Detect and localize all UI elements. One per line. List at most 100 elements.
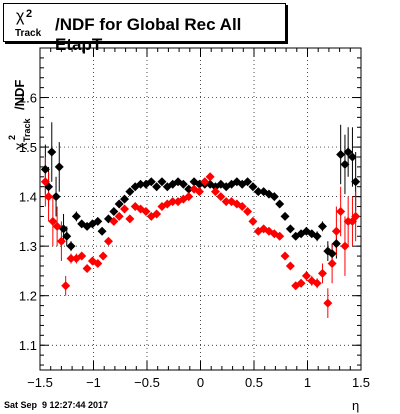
x-tick-label: 1.5 xyxy=(352,375,370,390)
black-data-point xyxy=(47,147,57,157)
red-data-point xyxy=(56,236,66,246)
black-data-point xyxy=(327,249,337,259)
black-data-point xyxy=(253,187,263,197)
black-data-point xyxy=(40,164,50,174)
red-data-point xyxy=(351,211,361,221)
red-data-point xyxy=(109,216,119,226)
red-data-point xyxy=(103,236,113,246)
x-tick-label: −1 xyxy=(86,375,101,390)
black-data-point xyxy=(178,179,188,189)
y-tick-label: 1.3 xyxy=(19,239,37,254)
y-tick-label: 1.1 xyxy=(19,338,37,353)
red-data-point xyxy=(40,177,50,187)
ylabel-rest: /NDF xyxy=(12,80,27,110)
black-data-point xyxy=(114,199,124,209)
red-data-point xyxy=(216,192,226,202)
red-data-point xyxy=(340,241,350,251)
x-tick-label: −0.5 xyxy=(134,375,160,390)
red-data-point xyxy=(205,172,215,182)
title-sub: Track xyxy=(15,28,42,39)
black-data-point xyxy=(275,199,285,209)
black-data-point xyxy=(146,177,156,187)
red-data-point xyxy=(285,261,295,271)
red-data-point xyxy=(336,206,346,216)
tick-labels: −1.5 −1 −0.5 0 0.5 1 1.5 1.1 1.2 1.3 1.4 1.5 1.6 xyxy=(19,91,370,390)
red-data-point xyxy=(243,206,253,216)
title-sup: 2 xyxy=(26,8,33,20)
red-data-point xyxy=(317,268,327,278)
x-tick-label: 0.5 xyxy=(245,375,263,390)
red-data-point xyxy=(52,221,62,231)
red-data-point xyxy=(323,298,333,308)
axis-ticks xyxy=(39,47,362,370)
red-data-point xyxy=(280,251,290,261)
black-data-point xyxy=(269,192,279,202)
black-data-point xyxy=(312,231,322,241)
red-data-point xyxy=(301,271,311,281)
red-data-point xyxy=(44,192,54,202)
title-box: χ 2 Track /NDF for Global Rec All EtapT xyxy=(3,3,286,54)
ylabel-symbol: χ xyxy=(11,142,27,150)
black-data-point xyxy=(71,211,81,221)
black-data-point xyxy=(97,226,107,236)
black-data-point xyxy=(157,177,167,187)
red-data-point xyxy=(331,226,341,236)
ylabel-sup: 2 xyxy=(7,135,17,140)
red-data-point xyxy=(114,211,124,221)
black-data-point xyxy=(93,216,103,226)
red-data-point xyxy=(98,251,108,261)
red-data-point xyxy=(194,187,204,197)
black-data-point xyxy=(280,211,290,221)
y-tick-label: 1.4 xyxy=(19,190,37,205)
red-data-point xyxy=(125,214,135,224)
x-tick-label: 0 xyxy=(197,375,204,390)
red-data-point xyxy=(168,197,178,207)
black-data-point xyxy=(248,182,258,192)
red-data-point xyxy=(221,197,231,207)
black-data-point xyxy=(340,159,350,169)
red-data-point xyxy=(66,254,76,264)
chart-title: /NDF for Global Rec All EtapT xyxy=(55,15,242,54)
data-markers xyxy=(40,147,361,308)
black-data-point xyxy=(243,177,253,187)
y-tick-label: 1.5 xyxy=(19,140,37,155)
black-data-point xyxy=(136,179,146,189)
x-tick-label: 1 xyxy=(304,375,311,390)
red-data-point xyxy=(184,192,194,202)
y-tick-label: 1.2 xyxy=(19,289,37,304)
red-data-point xyxy=(248,216,258,226)
y-tick-label: 1.6 xyxy=(19,91,37,106)
red-data-point xyxy=(71,254,81,264)
red-data-point xyxy=(327,258,337,268)
red-data-point xyxy=(48,216,58,226)
ylabel-sub: Track xyxy=(22,117,32,142)
x-axis-label: η xyxy=(352,398,359,413)
red-data-point xyxy=(210,187,220,197)
black-data-point xyxy=(331,239,341,249)
red-data-point xyxy=(200,177,210,187)
title-symbol: χ xyxy=(16,8,25,25)
red-data-point xyxy=(120,204,130,214)
timestamp: Sat Sep 9 12:27:44 2017 xyxy=(4,400,109,410)
red-data-point xyxy=(312,278,322,288)
red-data-point xyxy=(152,209,162,219)
black-data-point xyxy=(343,147,353,157)
red-data-point xyxy=(141,206,151,216)
red-data-point xyxy=(77,251,87,261)
y-axis-label: χ 2 Track /NDF xyxy=(7,80,32,150)
black-data-point xyxy=(66,241,76,251)
grid-lines xyxy=(40,48,361,370)
black-data-point xyxy=(184,184,194,194)
red-data-point xyxy=(275,231,285,241)
black-data-point xyxy=(336,150,346,160)
red-data-point xyxy=(237,202,247,212)
x-tick-label: −1.5 xyxy=(27,375,53,390)
black-data-point xyxy=(285,224,295,234)
red-data-point xyxy=(93,258,103,268)
red-data-point xyxy=(82,263,92,273)
black-data-point xyxy=(109,206,119,216)
black-data-point xyxy=(54,162,64,172)
red-data-point xyxy=(296,278,306,288)
black-data-point xyxy=(62,231,72,241)
